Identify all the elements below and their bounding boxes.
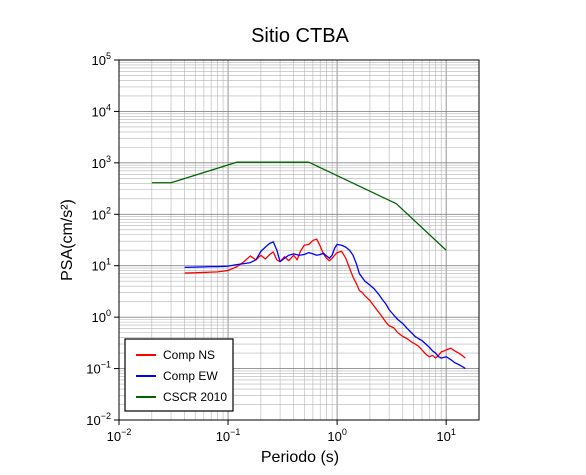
x-tick-label: 101 <box>436 427 455 444</box>
legend: Comp NS Comp EW CSCR 2010 <box>124 338 234 412</box>
y-tick-label: 101 <box>92 257 111 274</box>
y-tick-label: 102 <box>92 205 111 222</box>
y-tick-label: 105 <box>92 51 111 68</box>
x-axis-label: Periodo (s) <box>261 449 339 466</box>
legend-entries: Comp NS Comp EW CSCR 2010 <box>136 348 227 404</box>
series-line-comp-ew <box>184 241 466 370</box>
y-tick-label: 104 <box>92 102 111 119</box>
y-tick-label: 103 <box>92 154 111 171</box>
legend-label: CSCR 2010 <box>163 390 227 404</box>
series-line-cscr-2010 <box>151 161 447 251</box>
y-tick-label: 100 <box>92 308 111 325</box>
y-axis-ticks: 10−2 10−1 100 101 102 103 104 105 <box>86 51 119 428</box>
series-lines <box>151 161 466 370</box>
legend-label: Comp NS <box>163 348 215 362</box>
x-tick-label: 10−1 <box>216 427 241 444</box>
x-tick-label: 100 <box>327 427 346 444</box>
y-tick-label: 10−2 <box>86 411 111 428</box>
x-tick-label: 10−2 <box>107 427 132 444</box>
grid-lines <box>118 59 480 421</box>
plot-frame <box>118 59 480 421</box>
legend-label: Comp EW <box>163 369 218 383</box>
y-axis-label: PSA(cm/s²) <box>59 199 76 281</box>
series-line-comp-ns <box>184 238 466 359</box>
chart-title: Sitio CTBA <box>251 25 349 47</box>
y-tick-label: 10−1 <box>86 360 111 377</box>
x-axis-ticks: 10−2 10−1 100 101 <box>107 420 456 444</box>
